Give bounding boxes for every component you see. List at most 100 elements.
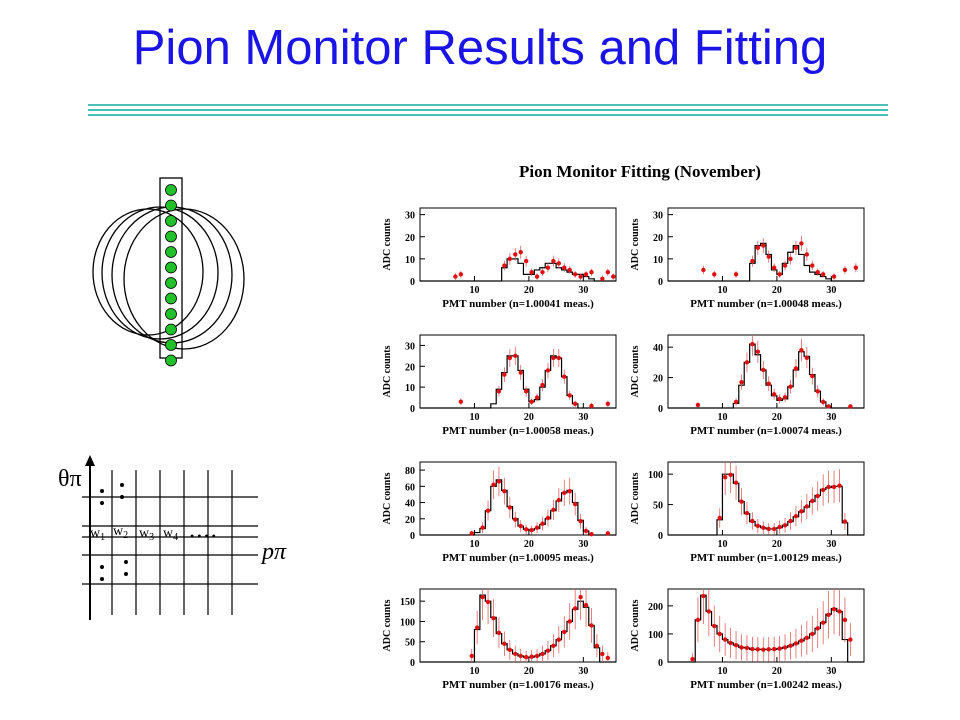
y-tick-label: 100 (648, 630, 663, 641)
data-point (556, 355, 562, 361)
data-point (810, 498, 815, 504)
data-point (717, 515, 722, 521)
data-point (701, 593, 706, 599)
x-axis-label: PMT number (n=1.00074 meas.) (690, 425, 842, 437)
data-point (534, 274, 540, 279)
y-axis-label: ADC counts (630, 599, 641, 651)
data-point (529, 654, 534, 659)
data-point (815, 269, 820, 275)
x-tick-label: 20 (524, 285, 534, 296)
data-point (605, 401, 611, 407)
y-tick-label: 80 (405, 466, 415, 477)
data-point (600, 651, 605, 657)
x-tick-label: 10 (469, 666, 479, 677)
y-tick-label: 100 (400, 617, 415, 628)
data-point (572, 606, 578, 611)
data-point (458, 272, 464, 277)
weight-sub: 4 (173, 532, 178, 543)
data-point (820, 399, 826, 405)
fit-histogram (668, 473, 864, 536)
fit-histogram (668, 242, 864, 282)
data-point (562, 374, 567, 379)
data-point (799, 638, 804, 643)
binning-grid-diagram: θπ pπ w1 w2 w3 w4 • • • • (58, 455, 287, 620)
data-point (695, 402, 701, 408)
data-point (578, 274, 583, 279)
data-point (578, 594, 583, 600)
data-point (804, 635, 810, 641)
panel-frame (419, 588, 617, 663)
data-point (744, 360, 750, 365)
p-pi-label: pπ (260, 539, 287, 565)
x-tick-label: 20 (772, 412, 782, 423)
pmt-dot (165, 199, 177, 212)
y-tick-label: 20 (653, 233, 663, 244)
data-point (728, 472, 733, 477)
data-point (572, 272, 578, 277)
data-point (750, 646, 755, 652)
pmt-dot (165, 277, 177, 289)
y-axis-label: ADC counts (382, 345, 393, 397)
data-point (518, 653, 523, 659)
data-point (496, 630, 502, 635)
data-point (545, 515, 551, 521)
data-point (578, 519, 583, 524)
y-tick-label: 20 (405, 362, 415, 373)
cherenkov-ring-diagram (92, 177, 245, 367)
data-point (848, 637, 853, 642)
data-point (518, 523, 523, 529)
y-tick-label: 30 (653, 211, 663, 222)
data-point (513, 252, 518, 257)
data-point (491, 616, 496, 621)
panel-frame (419, 207, 617, 282)
data-point (761, 243, 766, 248)
data-point (562, 629, 567, 635)
data-point (518, 250, 523, 255)
x-tick-label: 20 (524, 539, 534, 550)
data-point (820, 487, 826, 493)
x-axis-label: PMT number (n=1.00129 meas.) (690, 552, 842, 564)
data-point (523, 258, 529, 264)
data-point (771, 646, 777, 652)
data-point (534, 395, 540, 400)
weight-base: w (163, 526, 174, 541)
x-tick-label: 30 (826, 412, 836, 423)
data-point (594, 643, 600, 648)
data-point (766, 647, 771, 652)
y-tick-label: 10 (653, 255, 663, 266)
data-point (712, 623, 717, 629)
data-point (771, 392, 777, 397)
data-point (502, 489, 507, 494)
fit-histogram (668, 343, 864, 409)
x-tick-label: 30 (826, 285, 836, 296)
data-point (766, 254, 771, 259)
data-point (523, 527, 529, 532)
fit-histogram (420, 355, 616, 409)
data-point (551, 258, 556, 264)
data-point (701, 267, 706, 273)
data-point (529, 269, 534, 275)
data-point (820, 620, 826, 625)
data-point (777, 396, 782, 402)
y-tick-label: 60 (405, 482, 415, 493)
x-tick-label: 10 (469, 285, 479, 296)
x-tick-label: 30 (578, 412, 588, 423)
weight-labels: w1 w2 w3 w4 (90, 524, 178, 543)
data-point (771, 265, 777, 270)
data-point (837, 609, 842, 614)
data-point (529, 527, 534, 533)
data-point (712, 272, 717, 277)
pmt-dot (165, 261, 177, 274)
data-point (583, 528, 589, 534)
x-tick-label: 30 (578, 666, 588, 677)
data-point (788, 384, 793, 389)
data-point (766, 526, 771, 532)
x-tick-label: 20 (772, 539, 782, 550)
data-point (831, 274, 837, 279)
y-tick-label: 20 (405, 515, 415, 526)
x-tick-label: 30 (826, 666, 836, 677)
y-tick-label: 50 (653, 501, 663, 512)
y-tick-label: 20 (653, 374, 663, 385)
y-tick-label: 0 (410, 658, 415, 669)
data-point (545, 368, 551, 373)
